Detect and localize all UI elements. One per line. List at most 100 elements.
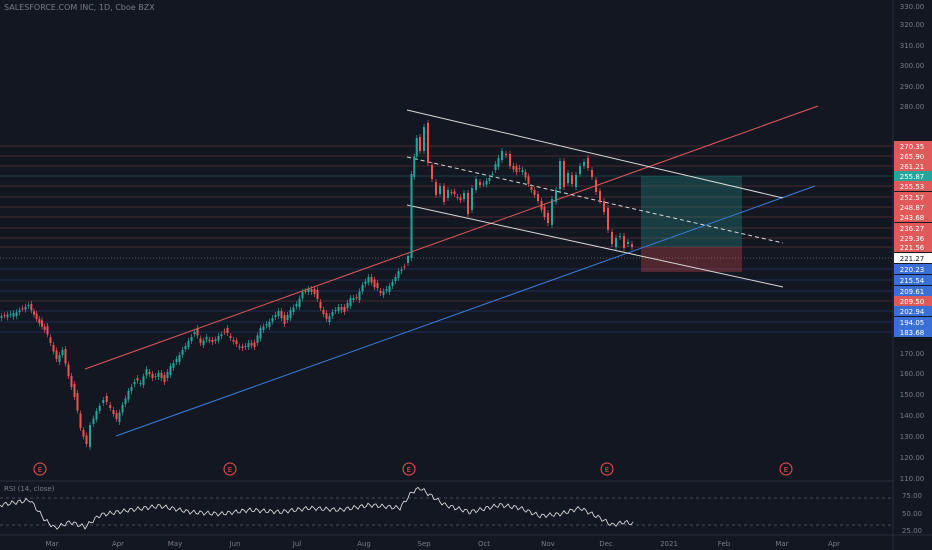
price-level-label: 265.90 [900, 153, 925, 161]
candle-body [211, 340, 214, 342]
candle-body [169, 366, 172, 375]
candle-body [373, 279, 376, 287]
price-level-label: 243.68 [900, 214, 925, 222]
candle-body [443, 186, 445, 202]
candle-body [521, 170, 524, 172]
candle-body [184, 346, 187, 349]
candle-body [575, 175, 577, 187]
candle-body [6, 314, 9, 318]
price-level-label: 183.68 [900, 329, 925, 337]
price-tick-label: 310.00 [900, 42, 925, 50]
candle-body [27, 305, 30, 306]
candle-body [151, 374, 154, 378]
price-level-badge [894, 327, 932, 337]
earnings-marker[interactable] [223, 462, 237, 476]
candle-body [92, 418, 95, 424]
candle-body [259, 328, 262, 339]
candle-body [488, 178, 491, 181]
candle-body [307, 289, 310, 292]
horizontal-levels [0, 145, 893, 333]
candle-body [109, 405, 112, 408]
channel-mid-line[interactable] [406, 156, 784, 244]
earnings-marker[interactable] [33, 462, 47, 476]
candle-body [70, 376, 73, 387]
price-level-badge [894, 181, 932, 191]
candle-body [391, 282, 394, 286]
candle-body [623, 236, 625, 248]
candle-body [247, 343, 250, 347]
uptrend-resistance-line[interactable] [84, 105, 819, 370]
candle-body [456, 197, 459, 198]
candle-body [485, 181, 488, 185]
price-tick-label: 170.00 [900, 350, 925, 358]
candle-body [136, 378, 139, 381]
candle-body [343, 307, 346, 312]
time-axis-label: Feb [718, 540, 731, 548]
price-level-badge [894, 233, 932, 243]
price-axis[interactable]: 270.35 265.90 261.21 255.87 255.53 252.57 248.… [892, 0, 932, 550]
rsi-line [0, 486, 634, 530]
candle-body [214, 339, 217, 341]
price-level-badge [894, 317, 932, 327]
candle-body [199, 338, 202, 343]
candle-body [607, 208, 609, 230]
rsi-tick-label: 75.00 [902, 492, 922, 500]
candle-body [76, 393, 79, 411]
candle-body [220, 334, 223, 336]
candle-body [115, 413, 118, 419]
channel-lower-line[interactable] [406, 204, 784, 288]
candle-body [190, 337, 193, 341]
price-level-label: 252.57 [900, 194, 925, 202]
candle-body [52, 345, 55, 352]
earnings-marker-label: E [407, 466, 411, 474]
price-tick-label: 130.00 [900, 433, 925, 441]
channel-upper-line[interactable] [406, 109, 784, 199]
candle-body [95, 411, 98, 420]
candle-body [9, 313, 12, 315]
uptrend-support-line[interactable] [115, 185, 816, 437]
drawings[interactable] [84, 105, 819, 437]
candle-body [148, 372, 151, 374]
price-level-badge [894, 223, 932, 233]
candle-body [38, 319, 41, 324]
price-level-badge [894, 275, 932, 285]
candle-body [615, 238, 617, 247]
candle-body [555, 190, 557, 202]
price-level-label: 202.94 [900, 308, 925, 316]
price-level-label: 248.87 [900, 204, 925, 212]
candle-body [193, 332, 196, 334]
candle-body [235, 340, 238, 344]
candle-body [512, 166, 515, 170]
candle-body [55, 350, 58, 359]
time-axis[interactable]: Mar Apr May Jun Jul Aug Sep Oct Nov Dec 2021 Feb Mar… [0, 534, 932, 548]
candle-body [256, 335, 259, 343]
time-axis-label: Oct [478, 540, 490, 548]
earnings-marker[interactable] [779, 462, 793, 476]
price-level-badge [894, 161, 932, 171]
candle-body [250, 343, 253, 346]
candle-body [130, 387, 133, 391]
candle-body [178, 355, 181, 362]
candle-body [64, 349, 67, 364]
profit-zone[interactable] [641, 176, 742, 247]
candle-body [202, 340, 205, 345]
candle-body [419, 137, 421, 151]
candle-body [479, 182, 481, 185]
candle-body [453, 191, 456, 194]
candle-body [563, 161, 565, 187]
candle-body [223, 331, 226, 333]
candle-body [0, 316, 3, 318]
candle-body [18, 310, 21, 313]
earnings-marker[interactable] [600, 462, 614, 476]
earnings-marker[interactable] [402, 462, 416, 476]
price-level-badge [894, 192, 932, 202]
candle-body [35, 313, 38, 319]
candle-body [253, 342, 256, 347]
candle-body [611, 232, 613, 244]
time-axis-label: Jun [229, 540, 241, 548]
price-tick-label: 140.00 [900, 412, 925, 420]
price-level-badge [894, 202, 932, 212]
candle-body [382, 291, 385, 295]
